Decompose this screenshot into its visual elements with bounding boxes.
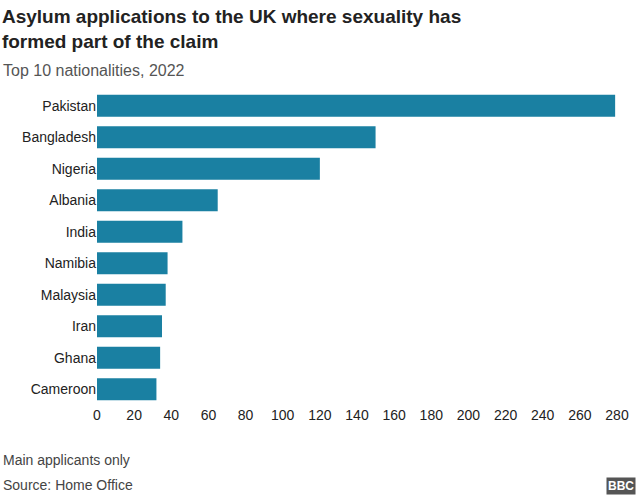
svg-text:0: 0 [93,407,101,423]
svg-text:Albania: Albania [49,192,96,208]
svg-text:200: 200 [457,407,481,423]
svg-text:Iran: Iran [72,318,96,334]
svg-text:Main applicants only: Main applicants only [3,452,130,468]
svg-text:260: 260 [568,407,592,423]
svg-text:180: 180 [420,407,444,423]
svg-text:Ghana: Ghana [54,350,96,366]
svg-text:100: 100 [271,407,295,423]
svg-text:280: 280 [605,407,629,423]
svg-text:80: 80 [238,407,254,423]
svg-text:60: 60 [201,407,217,423]
svg-text:Nigeria: Nigeria [52,161,97,177]
svg-text:Source: Home Office: Source: Home Office [3,477,133,493]
svg-text:Malaysia: Malaysia [41,287,96,303]
svg-text:120: 120 [308,407,332,423]
svg-text:240: 240 [531,407,555,423]
svg-text:40: 40 [164,407,180,423]
svg-text:Bangladesh: Bangladesh [22,129,96,145]
svg-text:Pakistan: Pakistan [42,98,96,114]
svg-text:BBC: BBC [608,479,634,493]
svg-text:Namibia: Namibia [45,255,97,271]
svg-text:140: 140 [345,407,369,423]
svg-text:Cameroon: Cameroon [31,381,96,397]
svg-text:20: 20 [126,407,142,423]
svg-text:160: 160 [382,407,406,423]
svg-text:Asylum applications to the UK: Asylum applications to the UK where sexu… [2,6,461,52]
svg-text:Top 10 nationalities, 2022: Top 10 nationalities, 2022 [3,62,185,79]
svg-text:220: 220 [494,407,518,423]
svg-text:India: India [66,224,97,240]
